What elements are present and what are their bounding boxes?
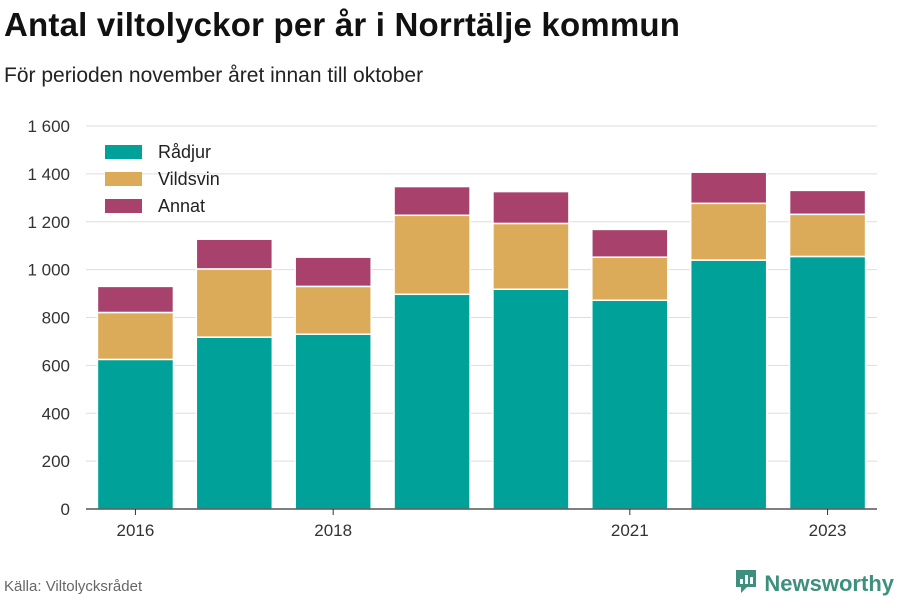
bar-segment [393, 293, 471, 510]
legend-swatch [105, 172, 142, 186]
legend-label: Rådjur [158, 142, 211, 162]
x-tick-label: 2016 [117, 521, 155, 540]
bar-segment [393, 214, 471, 296]
bar-segment [591, 256, 669, 302]
bar-segment [689, 259, 768, 510]
bar-segment [96, 285, 175, 314]
bar-segment [294, 256, 372, 288]
bar-segment [294, 333, 372, 510]
x-tick-label: 2023 [809, 521, 847, 540]
legend: Rådjur Vildsvin Annat [105, 142, 220, 216]
y-tick-label: 600 [42, 356, 70, 375]
x-tick-label: 2021 [611, 521, 649, 540]
chart-title: Antal viltolyckor per år i Norrtälje kom… [4, 6, 681, 43]
bar-segment [492, 190, 570, 225]
bar-segment [689, 202, 768, 261]
bar-segment [591, 228, 669, 258]
y-axis: 0 200 400 600 800 1 000 1 200 1 400 1 600 [27, 117, 70, 519]
bar-segment [591, 299, 669, 510]
legend-label: Annat [158, 196, 205, 216]
legend-label: Vildsvin [158, 169, 220, 189]
bar-segment [393, 185, 471, 217]
bar-segment [788, 189, 867, 216]
x-axis: 2016 2018 2021 2023 [86, 508, 877, 540]
bar-segment [195, 268, 274, 338]
brand-name: Newsworthy [764, 570, 894, 596]
y-tick-label: 1 400 [27, 165, 70, 184]
bar-segment [96, 358, 175, 510]
newsworthy-logo-icon [734, 568, 758, 599]
bar-segment [788, 255, 867, 510]
brand: Newsworthy [734, 568, 894, 599]
legend-swatch [105, 145, 142, 159]
y-tick-label: 0 [61, 500, 70, 519]
y-tick-label: 200 [42, 452, 70, 471]
bar-segment [195, 336, 274, 510]
bar-segment [788, 213, 867, 258]
bar-segment [492, 288, 570, 510]
y-tick-label: 800 [42, 309, 70, 328]
y-tick-label: 1 200 [27, 213, 70, 232]
y-tick-label: 1 000 [27, 261, 70, 280]
bar-segment [689, 171, 768, 205]
bar-segment [294, 285, 372, 336]
x-tick-label: 2018 [314, 521, 352, 540]
chart-subtitle: För perioden november året innan till ok… [4, 64, 424, 87]
y-tick-label: 1 600 [27, 117, 70, 136]
source-note: Källa: Viltolycksrådet [4, 578, 143, 595]
y-tick-label: 400 [42, 404, 70, 423]
legend-swatch [105, 199, 142, 213]
bar-segment [492, 222, 570, 291]
bars [96, 171, 867, 510]
bar-segment [96, 311, 175, 361]
bar-segment [195, 238, 274, 270]
